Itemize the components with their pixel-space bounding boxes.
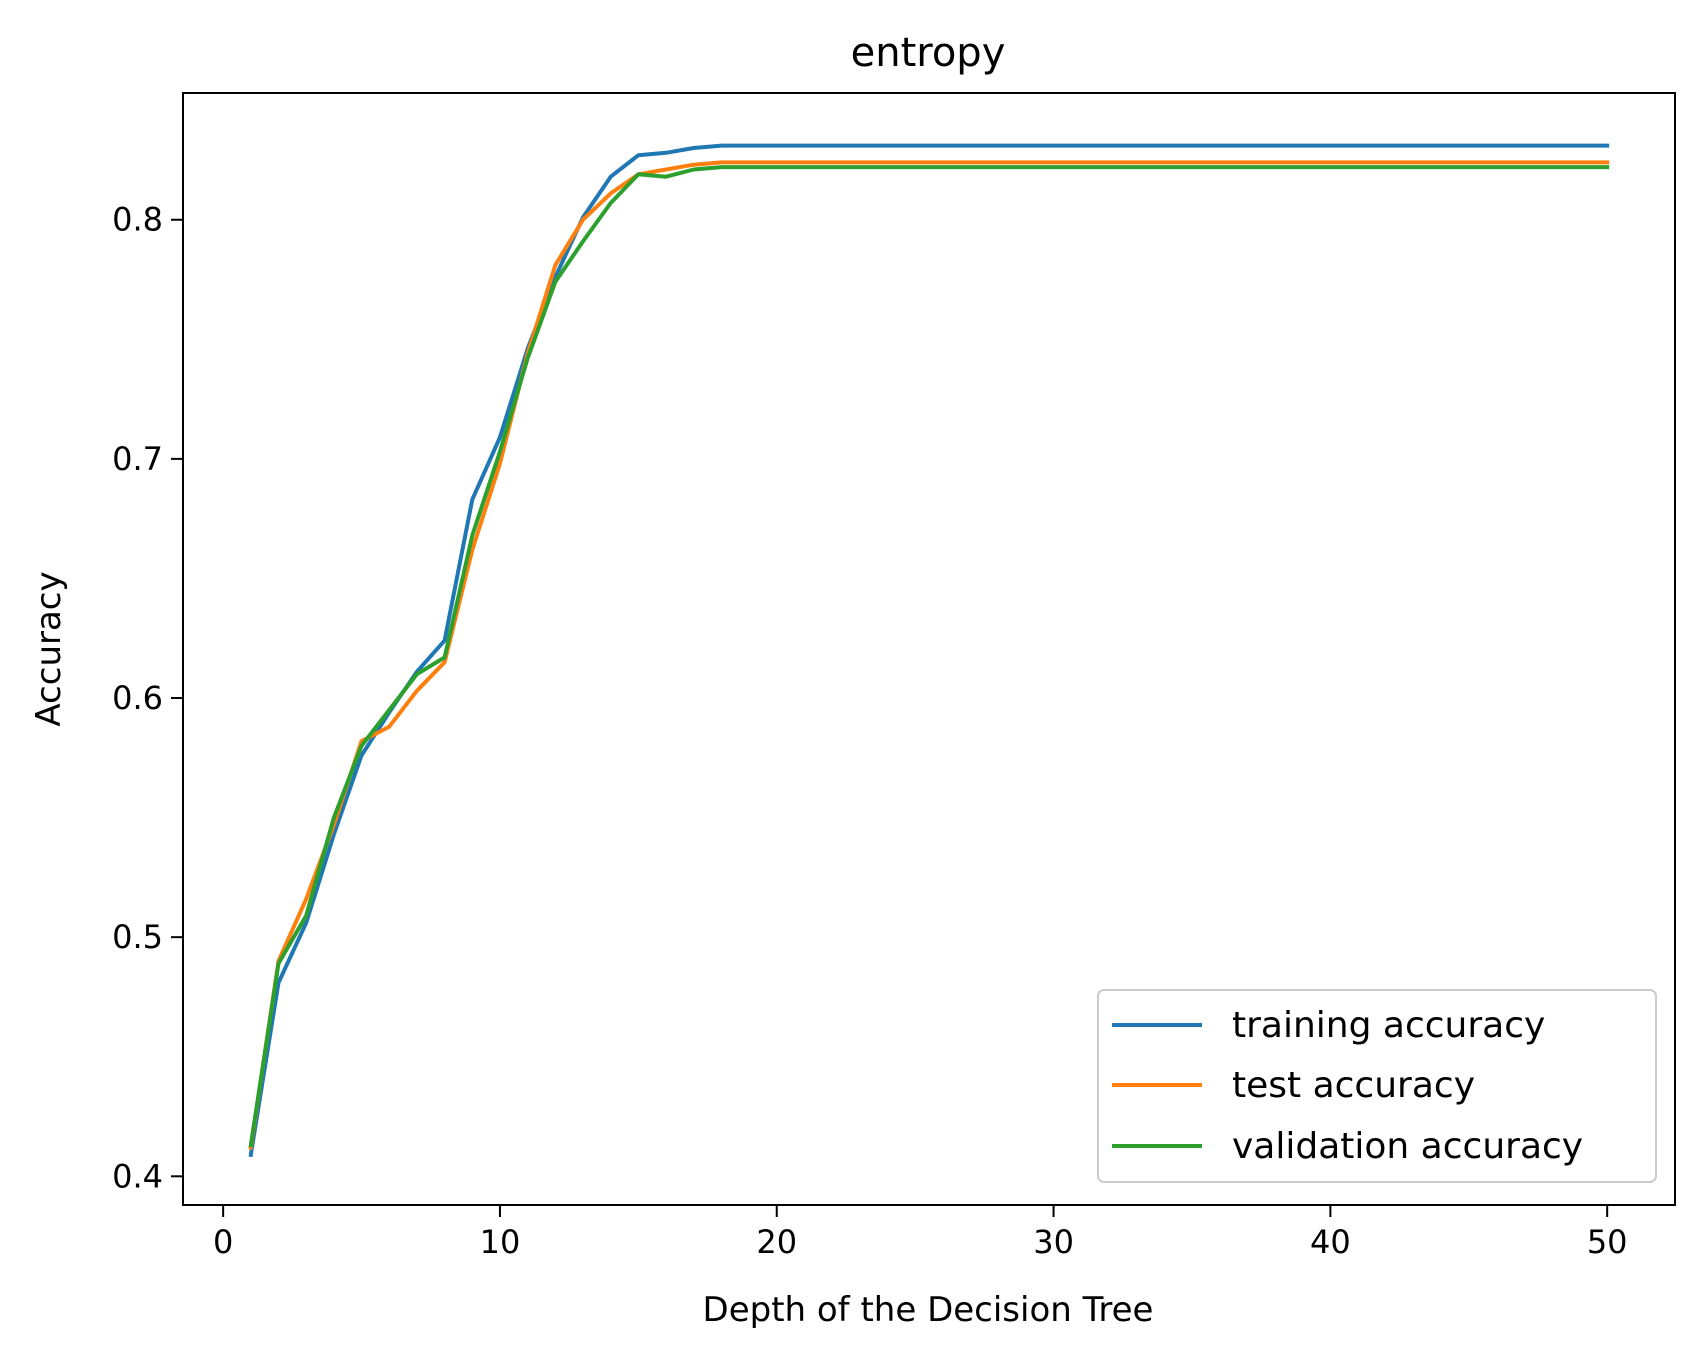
series-line-test-accuracy (248, 160, 1610, 1150)
y-axis-ticks: 0.4 0.5 0.6 0.7 0.8 (112, 201, 183, 1195)
legend-label-validation: validation accuracy (1232, 1126, 1583, 1167)
x-tick-label: 0 (213, 1223, 233, 1261)
legend-box (1097, 989, 1657, 1183)
y-tick-label: 0.4 (112, 1157, 163, 1195)
y-tick-label: 0.5 (112, 918, 163, 956)
x-axis-label: Depth of the Decision Tree (703, 1290, 1154, 1330)
series-line-validation-accuracy (248, 165, 1610, 1148)
y-axis-label: Accuracy (29, 571, 69, 726)
legend: training accuracy test accuracy validati… (1097, 989, 1657, 1183)
x-tick-label: 30 (1033, 1223, 1074, 1261)
x-tick-label: 40 (1310, 1223, 1351, 1261)
plot-frame (182, 92, 1676, 1206)
x-tick-label: 10 (480, 1223, 521, 1261)
legend-label-test: test accuracy (1232, 1065, 1475, 1106)
series-layer (248, 143, 1610, 1158)
x-axis-ticks: 0 10 20 30 40 50 (213, 1205, 1628, 1261)
y-tick-label: 0.6 (112, 679, 163, 717)
chart-title: entropy (851, 30, 1006, 76)
x-tick-label: 50 (1587, 1223, 1628, 1261)
legend-label-training: training accuracy (1232, 1005, 1545, 1046)
series-line-training-accuracy (248, 143, 1610, 1158)
y-tick-label: 0.8 (112, 201, 163, 239)
y-tick-label: 0.7 (112, 440, 163, 478)
x-tick-label: 20 (756, 1223, 797, 1261)
